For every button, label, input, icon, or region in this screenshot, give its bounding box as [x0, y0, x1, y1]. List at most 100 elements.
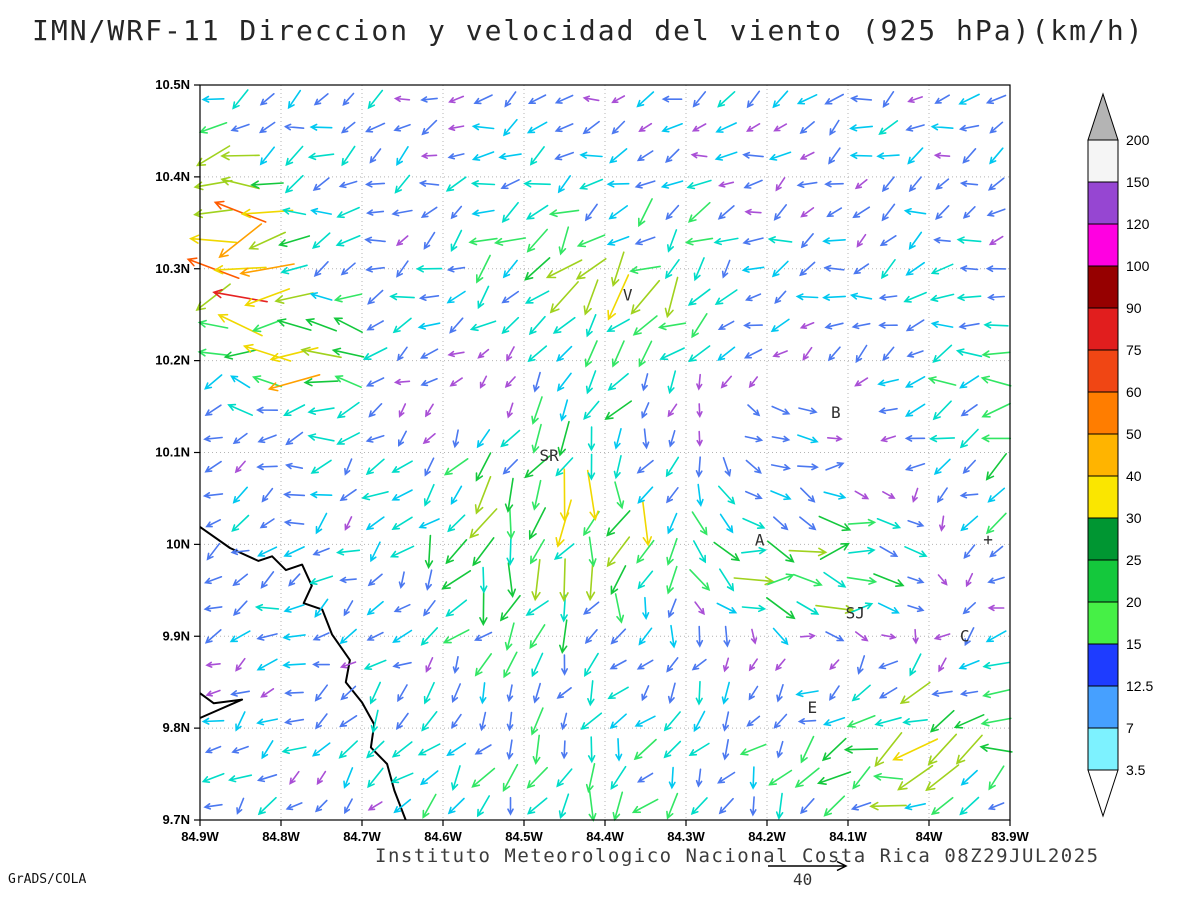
wind-arrow [188, 234, 238, 244]
wind-arrow [879, 235, 897, 247]
wind-arrow [771, 435, 791, 443]
colorbar-tick-label: 60 [1126, 384, 1142, 400]
wind-arrow [500, 179, 520, 190]
wind-arrow [473, 94, 493, 105]
wind-arrow [206, 542, 221, 561]
wind-arrow [503, 651, 518, 679]
wind-arrow [606, 235, 630, 246]
wind-arrow [925, 764, 960, 792]
wind-arrow [638, 122, 653, 133]
wind-arrow [468, 237, 498, 246]
wind-arrow [799, 322, 815, 329]
wind-arrow [259, 146, 275, 166]
wind-arrow [821, 737, 847, 762]
wind-arrow [880, 259, 896, 280]
wind-arrow [532, 682, 541, 704]
wind-arrow [309, 575, 334, 585]
wind-arrow [559, 558, 569, 603]
wind-arrow [829, 659, 840, 671]
wind-arrow [824, 93, 844, 105]
wind-arrow [396, 146, 409, 166]
wind-arrow [445, 599, 468, 617]
wind-arrow [555, 457, 574, 477]
wind-arrow [556, 345, 573, 362]
wind-arrow [340, 685, 357, 701]
wind-arrow [849, 292, 873, 300]
wind-arrow [587, 426, 596, 452]
wind-arrow [500, 429, 521, 448]
wind-arrow [771, 405, 791, 415]
wind-arrow [610, 565, 627, 596]
wind-arrow [420, 152, 438, 159]
wind-arrow [559, 468, 570, 523]
wind-arrow [611, 95, 626, 104]
wind-arrow [232, 89, 249, 110]
wind-arrow [256, 718, 278, 726]
wind-arrow [851, 684, 871, 702]
wind-arrow [366, 600, 384, 616]
wind-arrow [959, 180, 979, 187]
wind-arrow [213, 265, 267, 275]
wind-arrow [255, 406, 279, 414]
wind-arrow [506, 537, 515, 566]
wind-arrow [930, 263, 954, 275]
wind-arrow [420, 96, 438, 103]
wind-arrow [819, 542, 850, 560]
station-label: E [808, 698, 818, 717]
wind-arrow [369, 681, 381, 705]
wind-arrow [928, 434, 956, 443]
wind-arrow [201, 772, 225, 783]
wind-arrow [722, 739, 730, 761]
wind-arrow [964, 627, 975, 647]
colorbar-segment [1087, 265, 1119, 309]
wind-arrow [929, 293, 955, 302]
wind-arrow [475, 452, 492, 482]
wind-arrow [450, 205, 463, 220]
wind-arrow [693, 257, 705, 282]
wind-arrow [423, 681, 435, 705]
wind-arrow [667, 403, 678, 418]
wind-arrow [604, 400, 632, 420]
wind-arrow [824, 180, 844, 188]
wind-arrow [959, 428, 979, 449]
wind-arrow [424, 457, 435, 477]
wind-arrow [201, 717, 225, 725]
wind-arrow [502, 259, 518, 279]
wind-arrow [718, 181, 735, 188]
wind-arrow [338, 180, 358, 189]
wind-arrow [312, 661, 330, 668]
wind-arrow [606, 318, 630, 333]
colorbar-tick-label: 15 [1126, 636, 1142, 652]
wind-arrow [230, 375, 251, 389]
wind-arrow [829, 119, 840, 136]
wind-arrow [276, 318, 312, 331]
wind-arrow [367, 767, 384, 789]
wind-arrow [878, 294, 898, 301]
y-tick-label: 10.3N [155, 261, 190, 276]
wind-arrow [447, 350, 465, 358]
wind-arrow [549, 281, 579, 314]
wind-arrow [641, 685, 650, 702]
wind-arrow [507, 562, 516, 599]
wind-arrow [310, 459, 332, 474]
wind-arrow [529, 624, 546, 650]
wind-arrow [257, 546, 278, 557]
wind-arrow [418, 180, 440, 187]
wind-arrow [613, 428, 622, 450]
wind-arrow [799, 516, 817, 531]
wind-arrow [847, 518, 877, 527]
wind-arrow [717, 320, 735, 331]
wind-arrow [850, 802, 872, 811]
wind-arrow [776, 740, 784, 759]
wind-arrow [525, 204, 549, 220]
wind-arrow [582, 120, 600, 135]
wind-arrow [660, 180, 684, 189]
wind-arrow [365, 516, 385, 531]
wind-arrow [962, 206, 976, 219]
wind-arrow [256, 633, 278, 641]
colorbar-tick-label: 200 [1126, 132, 1150, 148]
wind-arrow [795, 293, 819, 301]
colorbar-segment [1087, 685, 1119, 729]
wind-arrow [284, 718, 305, 726]
